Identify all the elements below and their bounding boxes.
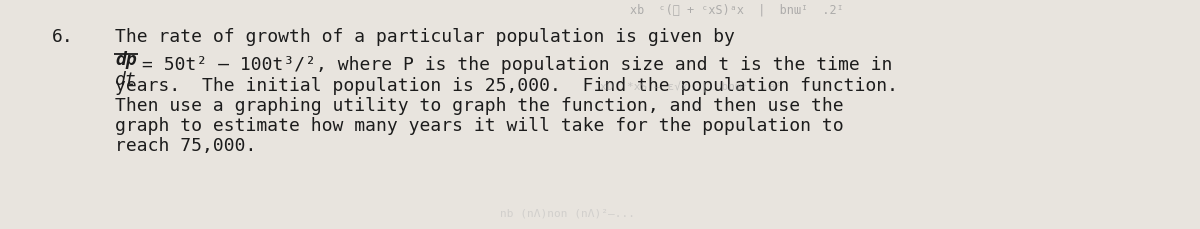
Text: reach 75,000.: reach 75,000. bbox=[115, 137, 257, 155]
Text: xb  ᶜ(ℓ + ᶜxS)ᵃx  |  bnɯᴵ  .2ᴵ: xb ᶜ(ℓ + ᶜxS)ᵃx | bnɯᴵ .2ᴵ bbox=[630, 4, 844, 17]
Text: graph to estimate how many years it will take for the population to: graph to estimate how many years it will… bbox=[115, 117, 844, 135]
Text: xD  *xS – ε√x  |  bnɯᴵ  .aᴵ: xD *xS – ε√x | bnɯᴵ .aᴵ bbox=[600, 81, 782, 93]
Text: years.  The initial population is 25,000.  Find the population function.: years. The initial population is 25,000.… bbox=[115, 77, 898, 95]
Text: 6.: 6. bbox=[52, 28, 73, 46]
Text: The rate of growth of a particular population is given by: The rate of growth of a particular popul… bbox=[115, 28, 734, 46]
Text: dp: dp bbox=[115, 51, 137, 69]
Text: Then use a graphing utility to graph the function, and then use the: Then use a graphing utility to graph the… bbox=[115, 97, 844, 115]
Text: dt: dt bbox=[115, 71, 137, 89]
Text: = 50t² – 100t³/², where P is the population size and t is the time in: = 50t² – 100t³/², where P is the populat… bbox=[142, 56, 893, 74]
Text: nb (nΛ)non (nΛ)²–...: nb (nΛ)non (nΛ)²–... bbox=[500, 209, 635, 219]
